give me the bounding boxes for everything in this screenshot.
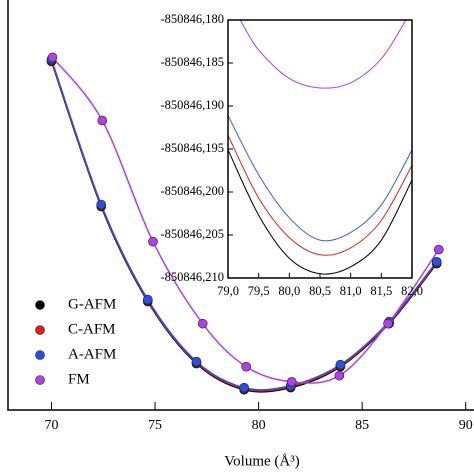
point bbox=[47, 52, 58, 63]
legend-marker bbox=[35, 300, 45, 310]
y-tick-label: -850846,205 bbox=[160, 227, 224, 241]
curve bbox=[228, 115, 412, 242]
point bbox=[191, 356, 202, 367]
curve bbox=[228, 135, 412, 256]
point bbox=[286, 377, 297, 387]
x-tick-label: 81,5 bbox=[370, 284, 392, 298]
x-tick-label: 90 bbox=[459, 418, 473, 433]
point bbox=[433, 244, 444, 255]
inset-plot: 79,0 79,5 80,0 80,5 81,0 81,5 82,0 -850846,180 -… bbox=[160, 12, 422, 298]
x-tick-label: 82,0 bbox=[401, 284, 423, 298]
legend-marker bbox=[35, 375, 45, 385]
point bbox=[148, 236, 158, 247]
x-tick-label: 81,0 bbox=[340, 284, 362, 298]
x-tick-label: 70 bbox=[44, 418, 58, 433]
y-tick-label: -850846,195 bbox=[160, 141, 224, 155]
x-tick-label: 79,5 bbox=[248, 284, 270, 298]
point bbox=[334, 370, 345, 381]
x-tick-label: 75 bbox=[148, 418, 162, 433]
point bbox=[335, 359, 346, 370]
point bbox=[241, 361, 251, 372]
point bbox=[197, 318, 208, 329]
y-tick-label: -850846,185 bbox=[160, 55, 224, 69]
y-tick-label: -850846,190 bbox=[160, 98, 224, 112]
legend-marker bbox=[35, 350, 45, 360]
y-tick-label: -850846,210 bbox=[160, 270, 224, 284]
inset-background bbox=[228, 20, 412, 278]
inset-frame bbox=[227, 19, 413, 279]
point bbox=[97, 115, 108, 126]
x-tick-label: 85 bbox=[355, 418, 369, 433]
legend-label: FM bbox=[68, 371, 90, 387]
point bbox=[143, 294, 153, 305]
legend-label: G-AFM bbox=[68, 296, 116, 312]
x-tick-label: 80,0 bbox=[278, 284, 300, 298]
point bbox=[431, 256, 442, 267]
plot-frame bbox=[7, 0, 474, 411]
x-tick-label: 80,5 bbox=[309, 284, 331, 298]
point bbox=[96, 199, 106, 210]
legend-label: A-AFM bbox=[68, 346, 116, 362]
curve bbox=[239, 20, 407, 89]
point bbox=[383, 318, 393, 329]
curve bbox=[51, 56, 440, 384]
labels: 70 75 80 85 90 G-AFM C-AFM A-AFM FM bbox=[35, 296, 473, 433]
x-axis-label: Volume (Å³) bbox=[224, 453, 299, 469]
x-tick-label: 79,0 bbox=[217, 284, 239, 298]
point bbox=[239, 382, 249, 393]
inset-curves bbox=[228, 20, 412, 275]
x-tick-label: 80 bbox=[252, 418, 266, 433]
y-tick-label: -850846,200 bbox=[160, 184, 224, 198]
legend-marker bbox=[35, 325, 45, 335]
main-plot bbox=[46, 52, 444, 395]
curve bbox=[228, 149, 412, 275]
legend-label: C-AFM bbox=[68, 321, 116, 337]
y-tick-label: -850846,180 bbox=[160, 12, 224, 26]
